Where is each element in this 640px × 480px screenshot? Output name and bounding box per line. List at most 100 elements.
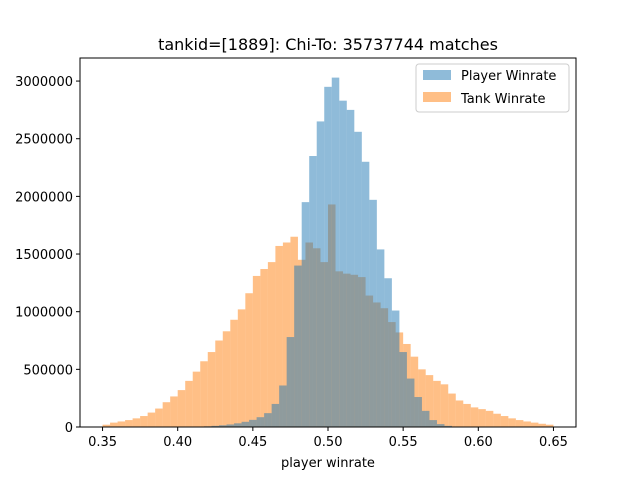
bar-tank-6 xyxy=(147,412,156,427)
bar-player-2 xyxy=(211,425,220,427)
bar-tank-4 xyxy=(132,418,141,427)
bar-tank-44 xyxy=(433,380,441,427)
bar-player-17 xyxy=(324,86,332,427)
bar-tank-7 xyxy=(155,408,163,427)
bar-player-4 xyxy=(226,424,235,427)
bar-tank-43 xyxy=(425,375,434,427)
bar-tank-56 xyxy=(523,421,531,427)
bar-player-24 xyxy=(376,249,385,427)
bar-tank-45 xyxy=(440,384,449,427)
legend-swatch-player-winrate xyxy=(423,70,451,80)
bar-tank-0 xyxy=(102,424,111,427)
legend-label-tank-winrate: Tank Winrate xyxy=(460,92,545,107)
bar-player-14 xyxy=(301,202,310,427)
y-tick-label: 0 xyxy=(65,421,73,436)
bar-tank-8 xyxy=(162,402,171,427)
bar-player-30 xyxy=(421,410,430,427)
bar-tank-54 xyxy=(508,418,516,427)
bar-player-9 xyxy=(264,413,272,427)
bar-player-13 xyxy=(294,265,302,427)
bar-player-29 xyxy=(414,397,422,427)
y-axis: 0 500000 1000000 1500000 2000000 2500000 30000… xyxy=(15,75,80,436)
x-tick-label: 0.45 xyxy=(238,435,267,450)
bar-player-33 xyxy=(444,425,452,427)
chart-title: tankid=[1889]: Chi-To: 35737744 matches xyxy=(158,35,498,54)
bar-player-7 xyxy=(249,419,257,427)
bar-player-18 xyxy=(331,77,340,428)
bar-tank-53 xyxy=(500,416,509,427)
y-tick-label: 500000 xyxy=(23,363,73,378)
bar-tank-20 xyxy=(252,275,261,427)
x-tick-label: 0.60 xyxy=(464,435,493,450)
bar-tank-19 xyxy=(245,293,253,427)
bar-tank-5 xyxy=(140,416,148,427)
legend-swatch-tank-winrate xyxy=(423,92,451,102)
bar-tank-51 xyxy=(485,410,494,427)
legend-label-player-winrate: Player Winrate xyxy=(461,69,556,84)
bar-player-20 xyxy=(346,109,355,427)
x-axis-label: player winrate xyxy=(281,456,375,471)
bar-tank-11 xyxy=(185,380,193,427)
bar-tank-47 xyxy=(455,400,464,427)
bar-tank-48 xyxy=(463,403,471,427)
legend-box xyxy=(415,63,570,113)
bar-player-12 xyxy=(286,337,295,427)
bar-tank-58 xyxy=(538,423,546,427)
bar-player-25 xyxy=(384,278,392,427)
y-tick-label: 3000000 xyxy=(15,75,73,90)
y-tick-label: 2000000 xyxy=(15,190,73,205)
bar-player-22 xyxy=(361,161,370,427)
bar-tank-9 xyxy=(170,396,178,427)
bar-player-10 xyxy=(271,403,280,427)
bar-player-31 xyxy=(429,420,437,427)
bar-tank-13 xyxy=(200,361,208,427)
bar-tank-3 xyxy=(125,420,133,427)
bar-tank-2 xyxy=(117,421,126,427)
legend: Player Winrate Tank Winrate xyxy=(415,63,570,113)
bar-tank-1 xyxy=(110,422,118,427)
bar-tank-18 xyxy=(237,309,246,427)
y-tick-label: 1000000 xyxy=(15,306,73,321)
x-tick-label: 0.40 xyxy=(163,435,192,450)
bar-tank-52 xyxy=(493,413,501,427)
x-tick-label: 0.35 xyxy=(88,435,117,450)
bar-tank-10 xyxy=(177,390,186,427)
bar-player-23 xyxy=(369,199,377,427)
bar-player-8 xyxy=(256,417,265,427)
bar-tank-22 xyxy=(267,262,276,427)
bar-player-21 xyxy=(354,131,362,428)
bar-player-3 xyxy=(219,425,227,427)
bar-player-5 xyxy=(234,423,242,427)
x-tick-label: 0.50 xyxy=(314,435,343,450)
y-tick-label: 1500000 xyxy=(15,248,73,263)
bar-player-6 xyxy=(241,421,250,427)
y-tick-label: 2500000 xyxy=(15,133,73,148)
bar-tank-49 xyxy=(470,407,479,427)
x-axis: 0.35 0.40 0.45 0.50 0.55 0.60 0.65 xyxy=(88,427,568,450)
bar-player-15 xyxy=(309,156,317,427)
bar-tank-50 xyxy=(478,409,486,427)
bar-player-32 xyxy=(436,424,445,427)
bar-tank-21 xyxy=(260,269,268,427)
bar-player-28 xyxy=(406,378,415,427)
bar-player-27 xyxy=(399,352,407,427)
bar-tank-17 xyxy=(230,319,238,427)
bar-tank-12 xyxy=(192,371,201,427)
bar-tank-46 xyxy=(448,393,456,427)
bar-player-16 xyxy=(316,121,325,427)
bar-tank-59 xyxy=(545,424,554,427)
bar-tank-55 xyxy=(515,420,524,427)
bar-player-11 xyxy=(279,385,287,427)
bar-tank-16 xyxy=(222,331,231,427)
player-winrate-bars xyxy=(196,77,460,428)
bar-player-26 xyxy=(391,310,400,427)
bar-tank-24 xyxy=(282,242,291,427)
x-tick-label: 0.55 xyxy=(389,435,418,450)
bar-tank-57 xyxy=(530,422,539,427)
bar-tank-23 xyxy=(275,245,283,427)
bar-tank-14 xyxy=(207,352,216,427)
bar-tank-15 xyxy=(215,340,223,427)
x-tick-label: 0.65 xyxy=(539,435,568,450)
bar-player-19 xyxy=(339,100,347,428)
